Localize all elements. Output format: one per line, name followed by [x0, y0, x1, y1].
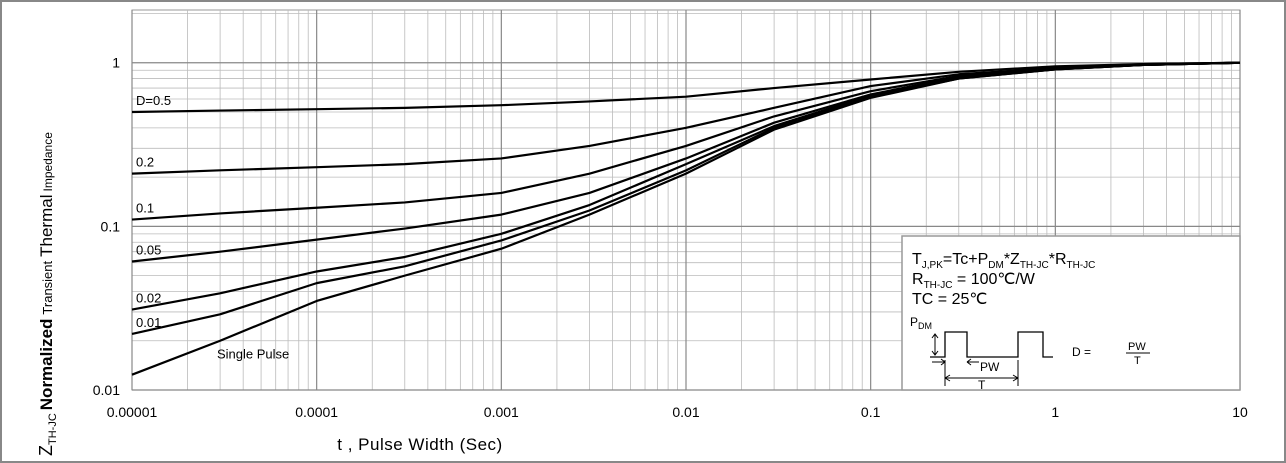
formula: TJ,PK=Tc+PDM*ZTH-JC*RTH-JC [912, 251, 1095, 271]
y-title-part: Thermal [37, 195, 56, 257]
pdm-part: DM [918, 321, 932, 331]
x-tick-label: 0.001 [484, 404, 519, 420]
curves [131, 61, 1241, 376]
y-title-part: Transient [40, 260, 55, 314]
pdm-arrow [931, 333, 939, 356]
x-tick-label: 10 [1232, 404, 1248, 420]
series-line [131, 61, 1241, 114]
annotation-box: TJ,PK=Tc+PDM*ZTH-JC*RTH-JC RTH-JC = 100℃… [901, 235, 1241, 392]
x-tick-label: 1 [1051, 404, 1059, 420]
annotation-frame [901, 235, 1241, 391]
duty: D = [1072, 345, 1091, 359]
series-label: D=0.5 [136, 93, 171, 108]
pulse-wave [930, 331, 1053, 358]
x-tick-label: 0.1 [861, 404, 881, 420]
formula-part: T [912, 251, 922, 268]
series-line [131, 61, 1241, 376]
tc: TC = 25℃ [912, 291, 987, 308]
t-label: T [978, 378, 986, 392]
rth-part: = 100℃/W [952, 271, 1035, 288]
formula-part: *R [1049, 251, 1067, 268]
series-label: Single Pulse [217, 347, 289, 362]
x-axis-title: t , Pulse Width (Sec) [337, 435, 502, 454]
pdm-part: P [910, 315, 918, 329]
x-tick-label: 0.00001 [107, 404, 158, 420]
y-title-part: TH-JC [47, 413, 59, 445]
y-tick-label: 0.01 [93, 382, 120, 398]
y-title-part: Impedance [41, 132, 55, 192]
y-tick-label: 1 [112, 55, 120, 71]
x-tick-label: 0.01 [672, 404, 699, 420]
x-tick-label: 0.0001 [295, 404, 338, 420]
y-tick-label: 0.1 [101, 218, 121, 234]
t-arrow [944, 360, 1019, 386]
formula-part: TH-JC [1020, 260, 1049, 271]
series-label: 0.1 [136, 201, 154, 216]
formula-part: J,PK [922, 260, 943, 271]
series-label: 0.05 [136, 242, 161, 257]
pw-arrow [932, 358, 979, 366]
formula-part: DM [988, 260, 1004, 271]
y-title-part: Z [36, 445, 56, 456]
formula-part: =Tc+P [943, 251, 988, 268]
formula-part: TH-JC [1067, 260, 1096, 271]
y-axis-title: ZTH-JC Normalized Transient Thermal Impedanc… [36, 132, 59, 456]
series-label: 0.01 [136, 315, 161, 330]
rth-part: TH-JC [924, 280, 953, 291]
series-label: 0.02 [136, 291, 161, 306]
duty-num: PW [1128, 341, 1146, 353]
formula-part: *Z [1004, 251, 1020, 268]
rth: RTH-JC = 100℃/W [912, 271, 1036, 291]
duty-den: T [1134, 355, 1141, 367]
series-label: 0.2 [136, 155, 154, 170]
pdm: PDM [910, 315, 932, 331]
y-title-part: Normalized [37, 319, 56, 411]
rth-part: R [912, 271, 924, 288]
pw-label: PW [980, 360, 1000, 374]
